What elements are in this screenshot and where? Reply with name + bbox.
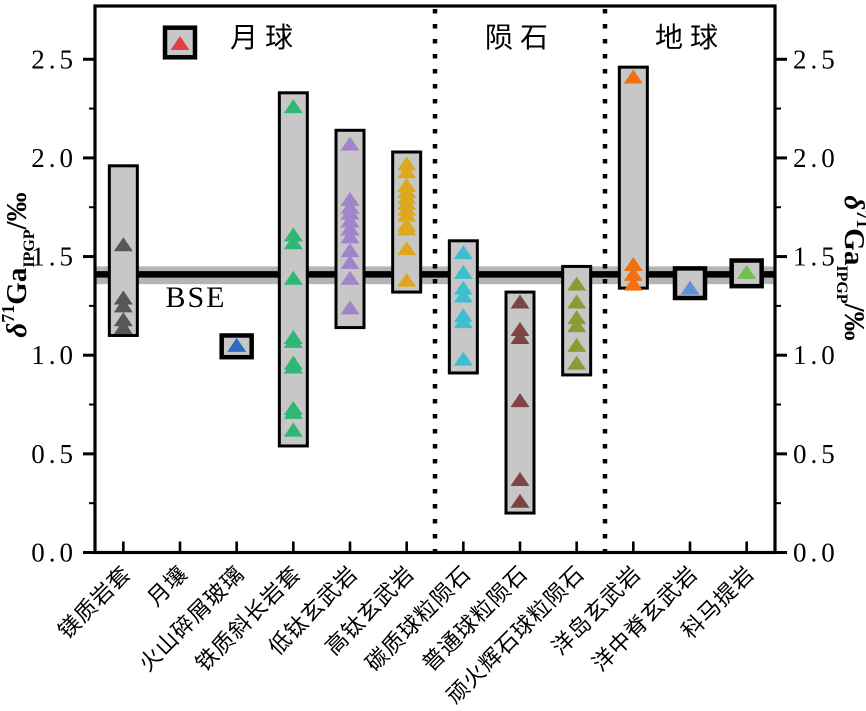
marker-triangle-7-3 (510, 393, 530, 408)
marker-triangle-8-5 (567, 355, 587, 370)
marker-triangle-6-1 (453, 264, 473, 279)
marker-triangle-5-0 (397, 156, 417, 171)
y-tick-label-left-2: 1.0 (31, 340, 77, 370)
section-label-1: 陨石 (485, 23, 555, 54)
y-tick-label-right-5: 2.5 (793, 44, 839, 74)
marker-triangle-5-10 (397, 241, 417, 256)
marker-triangle-9-0 (623, 69, 643, 84)
marker-triangle-8-3 (567, 318, 587, 333)
marker-triangle-3-7 (283, 359, 303, 374)
marker-triangle-8-1 (567, 294, 587, 309)
marker-triangle-7-0 (510, 294, 530, 309)
y-tick-label-left-4: 2.0 (31, 143, 77, 173)
marker-triangle-11-0 (737, 264, 757, 279)
marker-triangle-3-9 (283, 404, 303, 419)
marker-triangle-7-1 (510, 322, 530, 337)
marker-triangle-4-0 (340, 136, 360, 151)
marker-triangle-7-2 (510, 329, 530, 344)
y-tick-label-right-0: 0.0 (793, 538, 839, 568)
section-label-0: 月球 (230, 22, 300, 54)
range-bar-3 (277, 91, 309, 448)
bse-label: BSE (165, 281, 226, 314)
marker-triangle-7-5 (510, 493, 530, 508)
marker-triangle-6-3 (453, 288, 473, 303)
y-tick-label-right-4: 2.0 (793, 143, 839, 173)
y-axis-title-left: δ71GaIPGP/‰ (0, 192, 38, 337)
marker-triangle-3-10 (283, 422, 303, 437)
marker-triangle-0-2 (113, 298, 133, 313)
y-tick-label-left-5: 2.5 (31, 44, 77, 74)
range-bar-11 (729, 258, 764, 289)
marker-triangle-4-3 (340, 205, 360, 220)
marker-triangle-2-0 (227, 337, 247, 352)
marker-triangle-4-1 (340, 191, 360, 206)
y-tick-label-left-3: 1.5 (31, 242, 77, 272)
marker-triangle-5-11 (397, 272, 417, 287)
marker-triangle-8-4 (567, 337, 587, 352)
marker-triangle-8-0 (567, 276, 587, 291)
marker-triangle-4-4 (340, 213, 360, 228)
marker-triangle-9-1 (623, 256, 643, 271)
y-tick-label-right-2: 1.0 (793, 340, 839, 370)
marker-triangle-9-2 (623, 266, 643, 281)
range-bar-0 (107, 164, 139, 337)
marker-triangle-0-4 (113, 320, 133, 335)
marker-triangle-3-5 (283, 333, 303, 348)
marker-triangle-0-0 (113, 237, 133, 252)
marker-triangle-1-0 (170, 35, 190, 50)
marker-triangle-9-3 (623, 276, 643, 291)
range-bar-9 (617, 65, 649, 290)
marker-triangle-5-1 (397, 164, 417, 179)
marker-triangle-5-9 (397, 221, 417, 236)
marker-triangle-0-3 (113, 312, 133, 327)
marker-triangle-10-0 (680, 280, 700, 295)
marker-triangle-0-1 (113, 290, 133, 305)
section-label-2: 地球 (655, 22, 725, 54)
marker-triangle-4-7 (340, 243, 360, 258)
marker-triangle-5-7 (397, 207, 417, 222)
marker-triangle-6-6 (453, 351, 473, 366)
marker-triangle-7-4 (510, 472, 530, 487)
y-axis-title-right: δ71GaIPGP/‰ (833, 195, 866, 340)
marker-triangle-3-3 (283, 270, 303, 285)
plot-border (93, 4, 777, 555)
marker-triangle-3-1 (283, 227, 303, 242)
y-tick-label-left-1: 0.5 (31, 439, 77, 469)
y-tick-label-right-1: 0.5 (793, 439, 839, 469)
marker-triangle-6-0 (453, 245, 473, 260)
marker-triangle-4-8 (340, 254, 360, 269)
y-tick-label-left-0: 0.0 (31, 538, 77, 568)
marker-triangle-4-5 (340, 221, 360, 236)
marker-triangle-3-0 (283, 99, 303, 114)
marker-triangle-4-6 (340, 229, 360, 244)
y-tick-label-right-3: 1.5 (793, 242, 839, 272)
marker-triangle-6-2 (453, 280, 473, 295)
marker-triangle-4-9 (340, 270, 360, 285)
range-bar-6 (447, 239, 479, 375)
marker-triangle-8-2 (567, 310, 587, 325)
marker-triangle-3-2 (283, 235, 303, 250)
marker-triangle-6-5 (453, 314, 473, 329)
marker-triangle-4-10 (340, 300, 360, 315)
